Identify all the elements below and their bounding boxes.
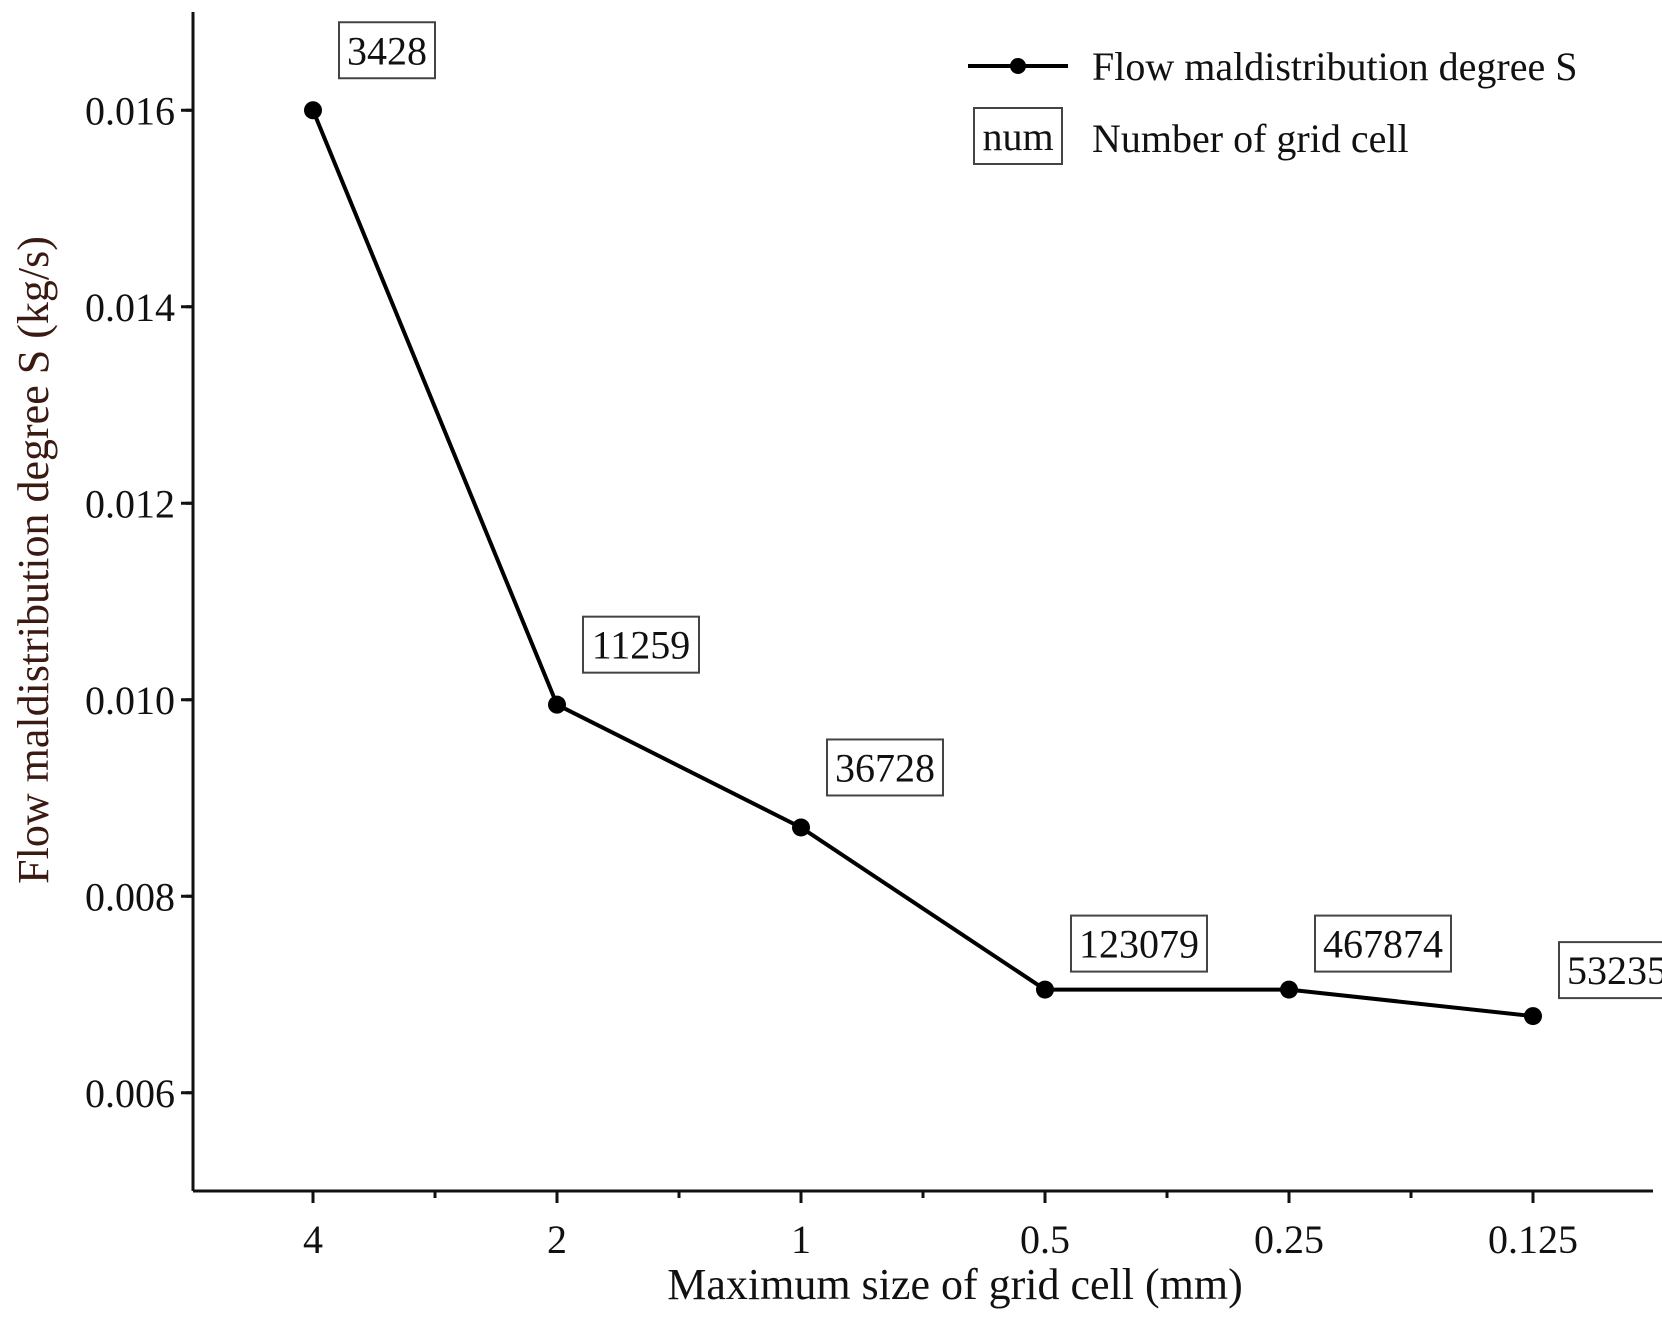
x-tick-label: 0.25 xyxy=(1254,1217,1324,1262)
point-label-text: 532356 xyxy=(1567,948,1662,993)
series-group xyxy=(304,101,1542,1026)
chart-axes xyxy=(191,12,1653,1193)
y-tick-label: 0.012 xyxy=(85,481,175,526)
point-label-text: 36728 xyxy=(835,745,935,790)
legend-box-sample xyxy=(973,107,1063,165)
point-label-box xyxy=(1558,941,1662,1000)
x-ticks: 4 2 1 0.5 0.25 0.125 xyxy=(303,1191,1578,1262)
data-point xyxy=(1524,1007,1542,1026)
data-point xyxy=(792,818,810,837)
point-label-box xyxy=(1070,914,1208,973)
x-tick-label: 0.125 xyxy=(1488,1217,1578,1262)
x-tick-label: 1 xyxy=(791,1217,811,1262)
legend-box-label: Number of grid cell xyxy=(1092,116,1409,161)
legend: Flow maldistribution degree S num Number… xyxy=(968,44,1578,165)
y-tick-label: 0.014 xyxy=(85,285,175,330)
x-tick-label: 4 xyxy=(303,1217,323,1262)
series-line xyxy=(311,109,1534,1019)
legend-box-sample-text: num xyxy=(982,114,1053,159)
legend-series-label: Flow maldistribution degree S xyxy=(1092,44,1578,89)
y-tick-label: 0.006 xyxy=(85,1071,175,1116)
point-label-text: 11259 xyxy=(592,623,691,668)
data-point xyxy=(548,695,566,714)
y-ticks: 0.006 0.008 0.010 0.012 0.014 0.016 xyxy=(85,88,193,1116)
point-labels: 3428 11259 36728 123079 467874 532356 xyxy=(338,21,1662,1000)
x-tick-label: 2 xyxy=(547,1217,567,1262)
point-label-box xyxy=(338,21,436,80)
point-label-text: 123079 xyxy=(1079,922,1199,967)
point-label-text: 3428 xyxy=(347,28,427,73)
data-point xyxy=(304,101,322,120)
data-point xyxy=(1280,980,1298,999)
data-point xyxy=(1036,980,1054,999)
x-axis-title: Maximum size of grid cell (mm) xyxy=(667,1260,1243,1309)
legend-marker-sample xyxy=(1010,58,1026,74)
y-axis-title: Flow maldistribution degree S (kg/s) xyxy=(9,236,58,884)
point-label-box xyxy=(1314,914,1452,973)
y-tick-label: 0.016 xyxy=(85,88,175,133)
point-label-box xyxy=(826,738,944,797)
y-tick-label: 0.008 xyxy=(85,874,175,919)
point-label-box xyxy=(582,615,700,674)
y-tick-label: 0.010 xyxy=(85,678,175,723)
point-label-text: 467874 xyxy=(1323,922,1443,967)
x-tick-label: 0.5 xyxy=(1020,1217,1070,1262)
